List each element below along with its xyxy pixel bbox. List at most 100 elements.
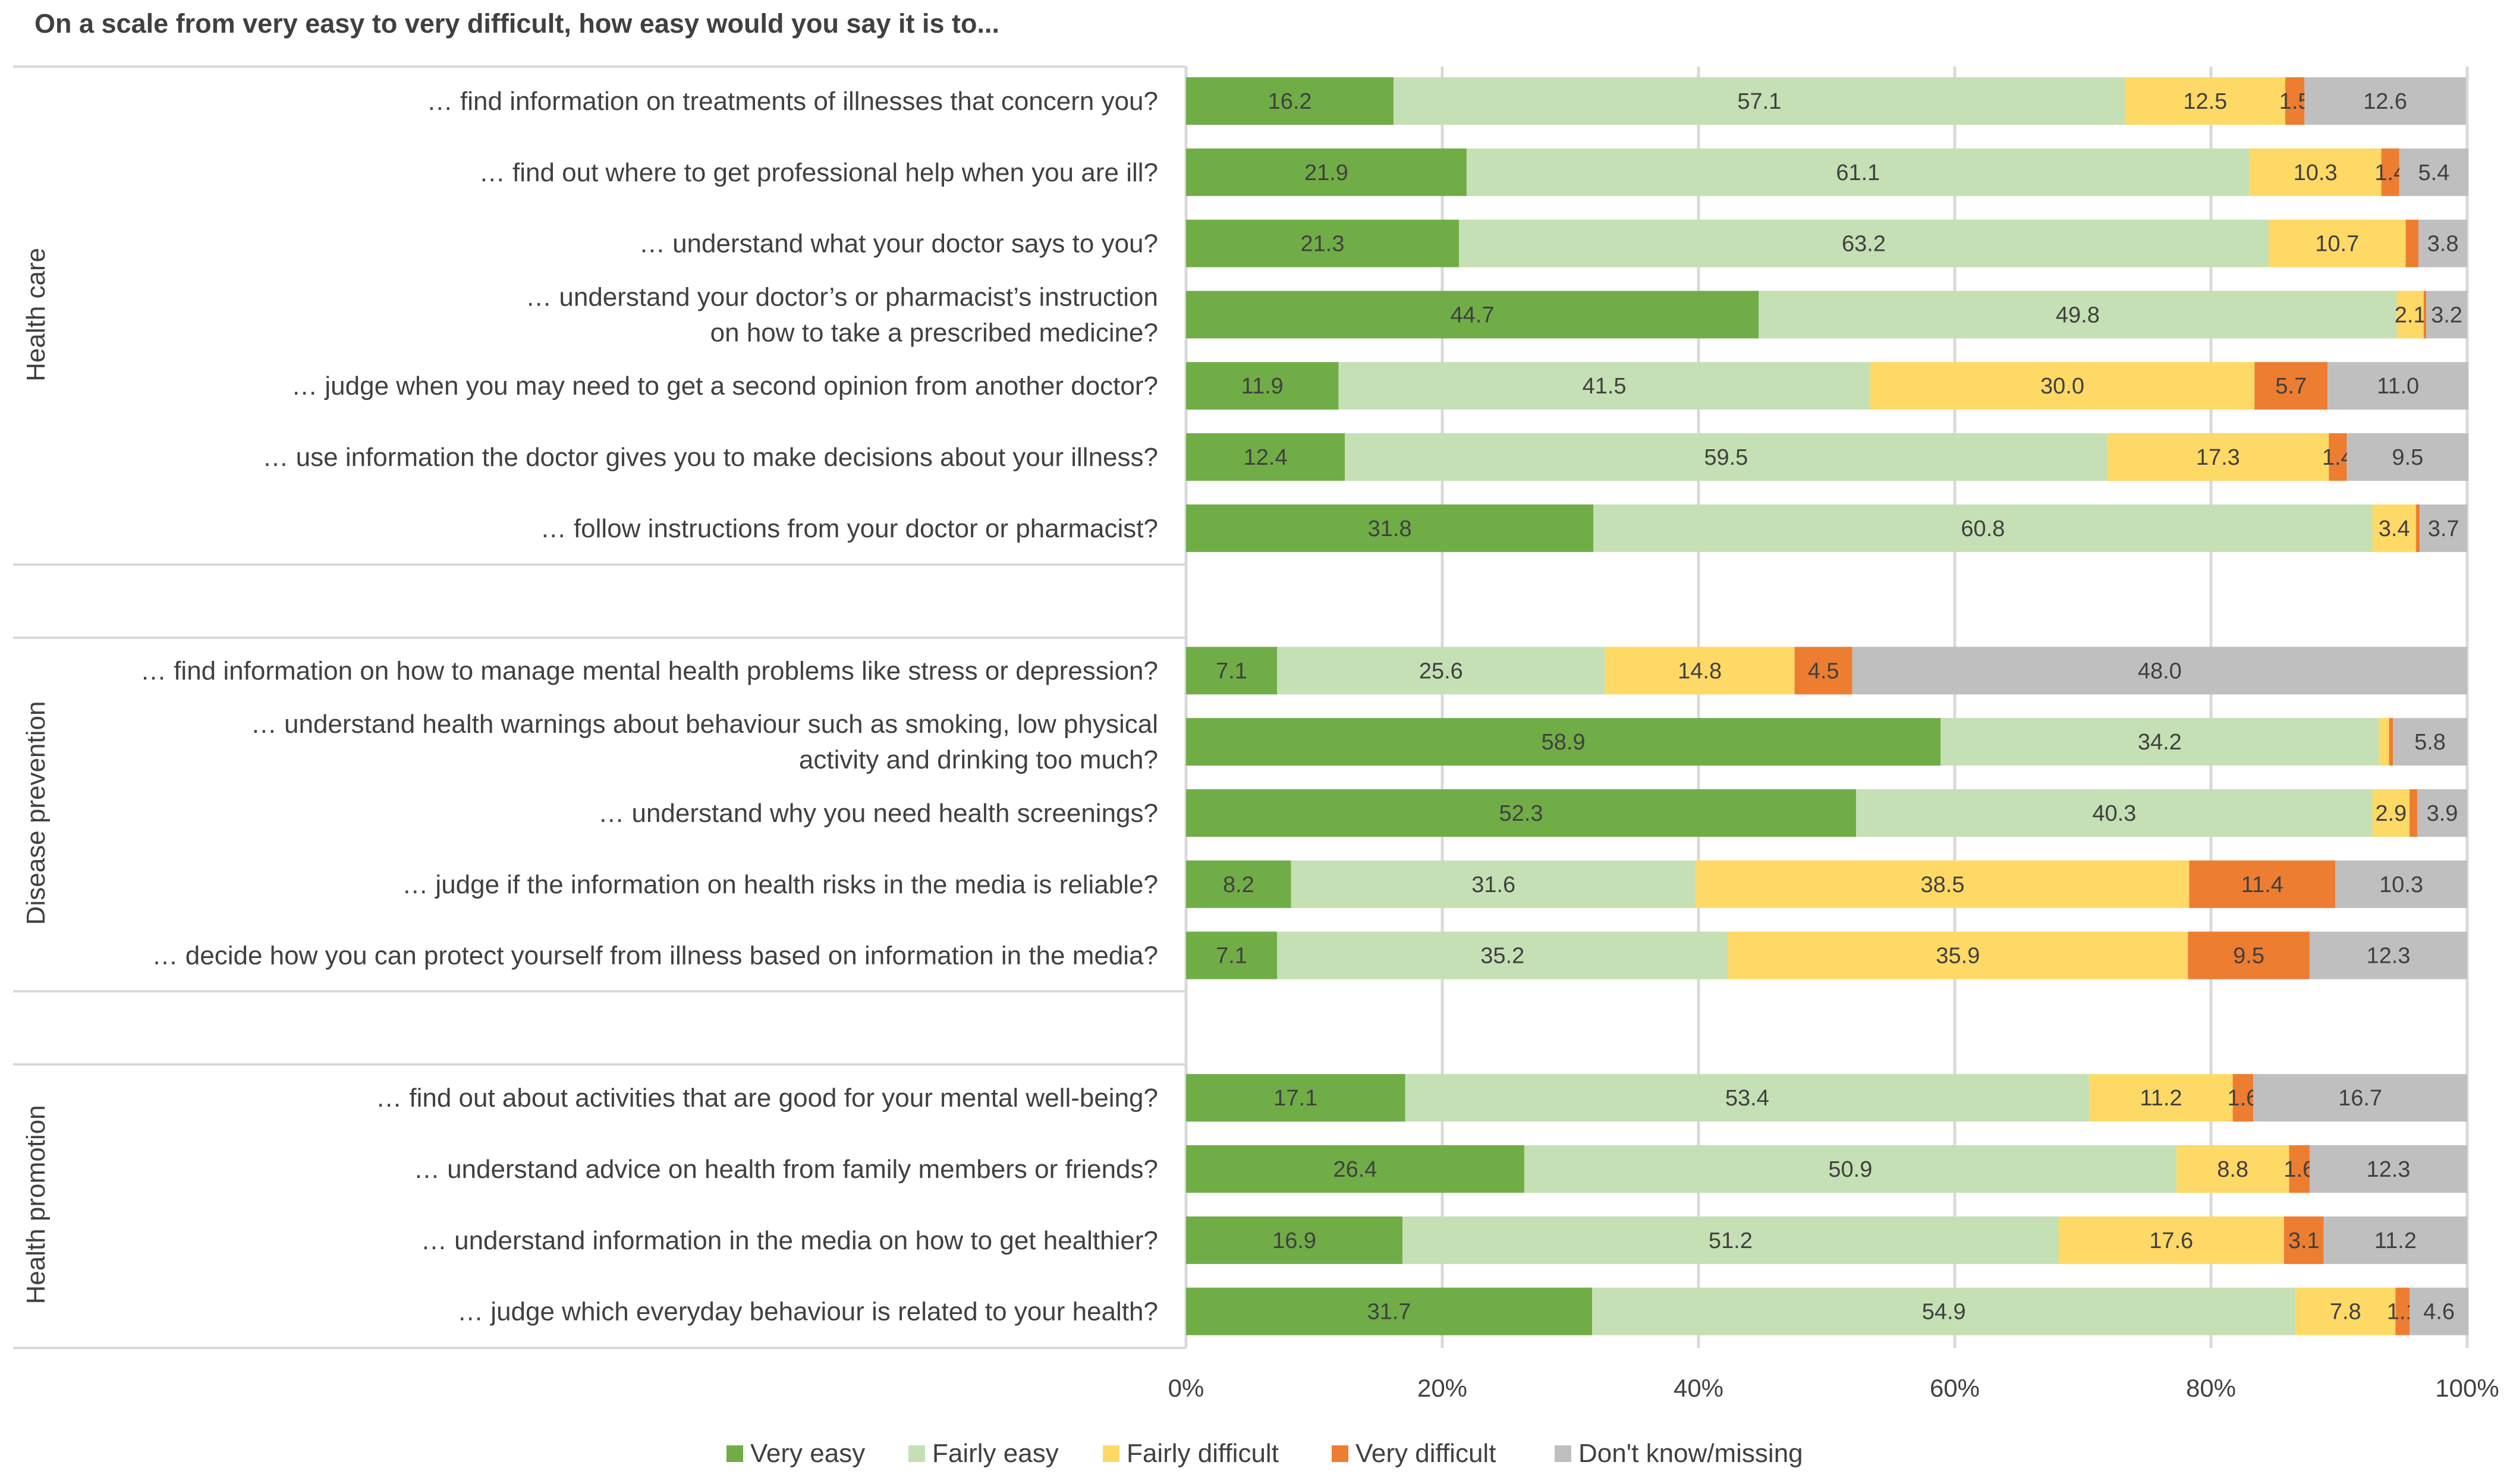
bar-row: 7.1 35.2 35.9 9.5 12.3 (1186, 931, 2467, 979)
data-label: 3.9 (2427, 801, 2458, 826)
data-label: 10.3 (2379, 872, 2423, 897)
x-tick-label: 80% (2186, 1374, 2236, 1402)
data-label: 10.7 (2315, 232, 2359, 257)
data-label: 11.4 (2241, 872, 2283, 897)
group-label: Health care (21, 248, 51, 382)
data-label: 38.5 (1921, 872, 1965, 897)
data-label: 4.6 (2423, 1300, 2455, 1325)
bar-segment-fairly-easy (1345, 433, 2108, 481)
data-label: 57.1 (1737, 89, 1781, 114)
bar-segment-very-difficult (2285, 77, 2305, 125)
legend-swatch (1555, 1445, 1571, 1462)
category-label: on how to take a prescribed medicine? (710, 318, 1158, 347)
bar-segment-very-difficult (2254, 362, 2328, 410)
bar-row: 11.9 41.5 30.0 5.7 11.0 (1186, 362, 2469, 410)
data-label: 7.8 (2330, 1300, 2361, 1325)
bar-segment-fairly-easy (1593, 504, 2373, 552)
bar-row: 52.3 40.3 2.9 3.9 (1186, 789, 2467, 837)
data-label: 8.2 (1223, 872, 1254, 897)
category-label: … understand why you need health screeni… (598, 799, 1158, 828)
bar-segment-fairly-difficult (1728, 931, 2188, 979)
bar-segment-very-difficult (1794, 647, 1852, 695)
bar-row: 21.3 63.2 10.7 3.8 (1186, 219, 2467, 267)
category-label: … understand your doctor’s or pharmacist… (526, 282, 1158, 311)
bar-segment-fairly-easy (1524, 1145, 2176, 1193)
data-label: 50.9 (1828, 1157, 1872, 1182)
bar-segment-fairly-easy (1459, 219, 2269, 267)
bar-segment-fairly-difficult (2125, 77, 2285, 125)
group-label: Health promotion (21, 1105, 51, 1304)
bar-segment-very-easy (1186, 362, 1339, 410)
bar-row: 44.7 49.8 2.1 3.2 (1186, 291, 2467, 339)
data-label: 58.9 (1542, 730, 1586, 755)
bar-segment-very-easy (1186, 1145, 1524, 1193)
chart-title: On a scale from very easy to very diffic… (34, 8, 999, 39)
x-tick-label: 0% (1168, 1374, 1204, 1402)
data-label: 35.9 (1936, 944, 1980, 969)
data-label: 63.2 (1842, 232, 1886, 257)
legend-item: Don't know/missing (1555, 1439, 1803, 1468)
category-label: … decide how you can protect yourself fr… (152, 941, 1158, 971)
data-label: 49.8 (2056, 303, 2100, 327)
category-label: … find out where to get professional hel… (479, 158, 1158, 187)
bar-segment-very-easy (1186, 931, 1278, 979)
category-label: … understand information in the media on… (421, 1226, 1158, 1255)
legend-label: Very easy (750, 1439, 865, 1468)
data-label: 21.9 (1304, 160, 1348, 185)
data-label: 17.6 (2149, 1228, 2193, 1253)
category-label: … understand what your doctor says to yo… (639, 229, 1158, 259)
x-tick-label: 60% (1930, 1374, 1980, 1402)
bar-segment-fairly-easy (1405, 1074, 2090, 1122)
bar-segment-don-t-know-missing (2393, 718, 2467, 766)
bar-segment-very-easy (1186, 148, 1467, 196)
bar-segment-don-t-know-missing (2410, 1287, 2469, 1335)
bar-segment-very-easy (1186, 504, 1594, 552)
data-label: 12.6 (2363, 89, 2407, 114)
data-label: 2.9 (2375, 801, 2407, 826)
bar-segment-very-difficult (2423, 291, 2427, 339)
bar-segment-fairly-difficult (1870, 362, 2255, 410)
bar-segment-don-t-know-missing (2304, 77, 2466, 125)
bar-segment-fairly-difficult (2295, 1287, 2396, 1335)
legend-label: Don't know/missing (1578, 1439, 1803, 1468)
bar-row: 17.1 53.4 11.2 1.6 16.7 (1186, 1074, 2467, 1122)
legend-label: Very difficult (1355, 1439, 1496, 1468)
data-label: 12.3 (2366, 1157, 2410, 1182)
bar-segment-fairly-easy (1856, 789, 2373, 837)
bar-segment-fairly-difficult (2372, 504, 2416, 552)
bar-segment-don-t-know-missing (2417, 789, 2467, 837)
bar-row: 31.7 54.9 7.8 1.1 4.6 (1186, 1287, 2469, 1335)
bar-segment-fairly-easy (1394, 77, 2125, 125)
bar-segment-don-t-know-missing (2347, 433, 2469, 481)
bar-segment-fairly-easy (1402, 1216, 2059, 1264)
bar-segment-fairly-easy (1291, 860, 1696, 908)
bar-segment-fairly-difficult (2396, 291, 2424, 339)
bar-segment-fairly-difficult (2249, 148, 2382, 196)
x-axis-ticks: 0% 20% 40% 60% 80% 100% (1168, 1374, 2499, 1402)
x-tick-label: 100% (2435, 1374, 2499, 1402)
data-label: 61.1 (1836, 160, 1880, 185)
bar-segment-don-t-know-missing (2420, 504, 2467, 552)
bar-segment-fairly-easy (1277, 647, 1605, 695)
data-label: 9.5 (2392, 445, 2423, 470)
data-label: 31.6 (1471, 872, 1515, 897)
bar-segment-fairly-difficult (2107, 433, 2329, 481)
data-label: 7.1 (1216, 944, 1247, 969)
bar-row: 7.1 25.6 14.8 4.5 48.0 (1186, 647, 2467, 695)
data-label: 51.2 (1709, 1228, 1753, 1253)
bar-segment-very-easy (1186, 1074, 1405, 1122)
bar-segment-very-difficult (2410, 789, 2417, 837)
bar-segment-fairly-difficult (2379, 718, 2389, 766)
bar-row: 31.8 60.8 3.4 3.7 (1186, 504, 2467, 552)
data-label: 41.5 (1583, 374, 1627, 399)
bar-segment-very-difficult (2395, 1287, 2410, 1335)
bar-row: 26.4 50.9 8.8 1.6 12.3 (1186, 1145, 2467, 1193)
bar-segment-don-t-know-missing (2309, 931, 2467, 979)
bar-segment-don-t-know-missing (2323, 1216, 2467, 1264)
legend-item: Fairly easy (908, 1439, 1059, 1468)
x-tick-label: 20% (1417, 1374, 1467, 1402)
data-label: 16.9 (1272, 1228, 1316, 1253)
bar-segment-fairly-difficult (2058, 1216, 2284, 1264)
bar-segment-fairly-difficult (2268, 219, 2406, 267)
